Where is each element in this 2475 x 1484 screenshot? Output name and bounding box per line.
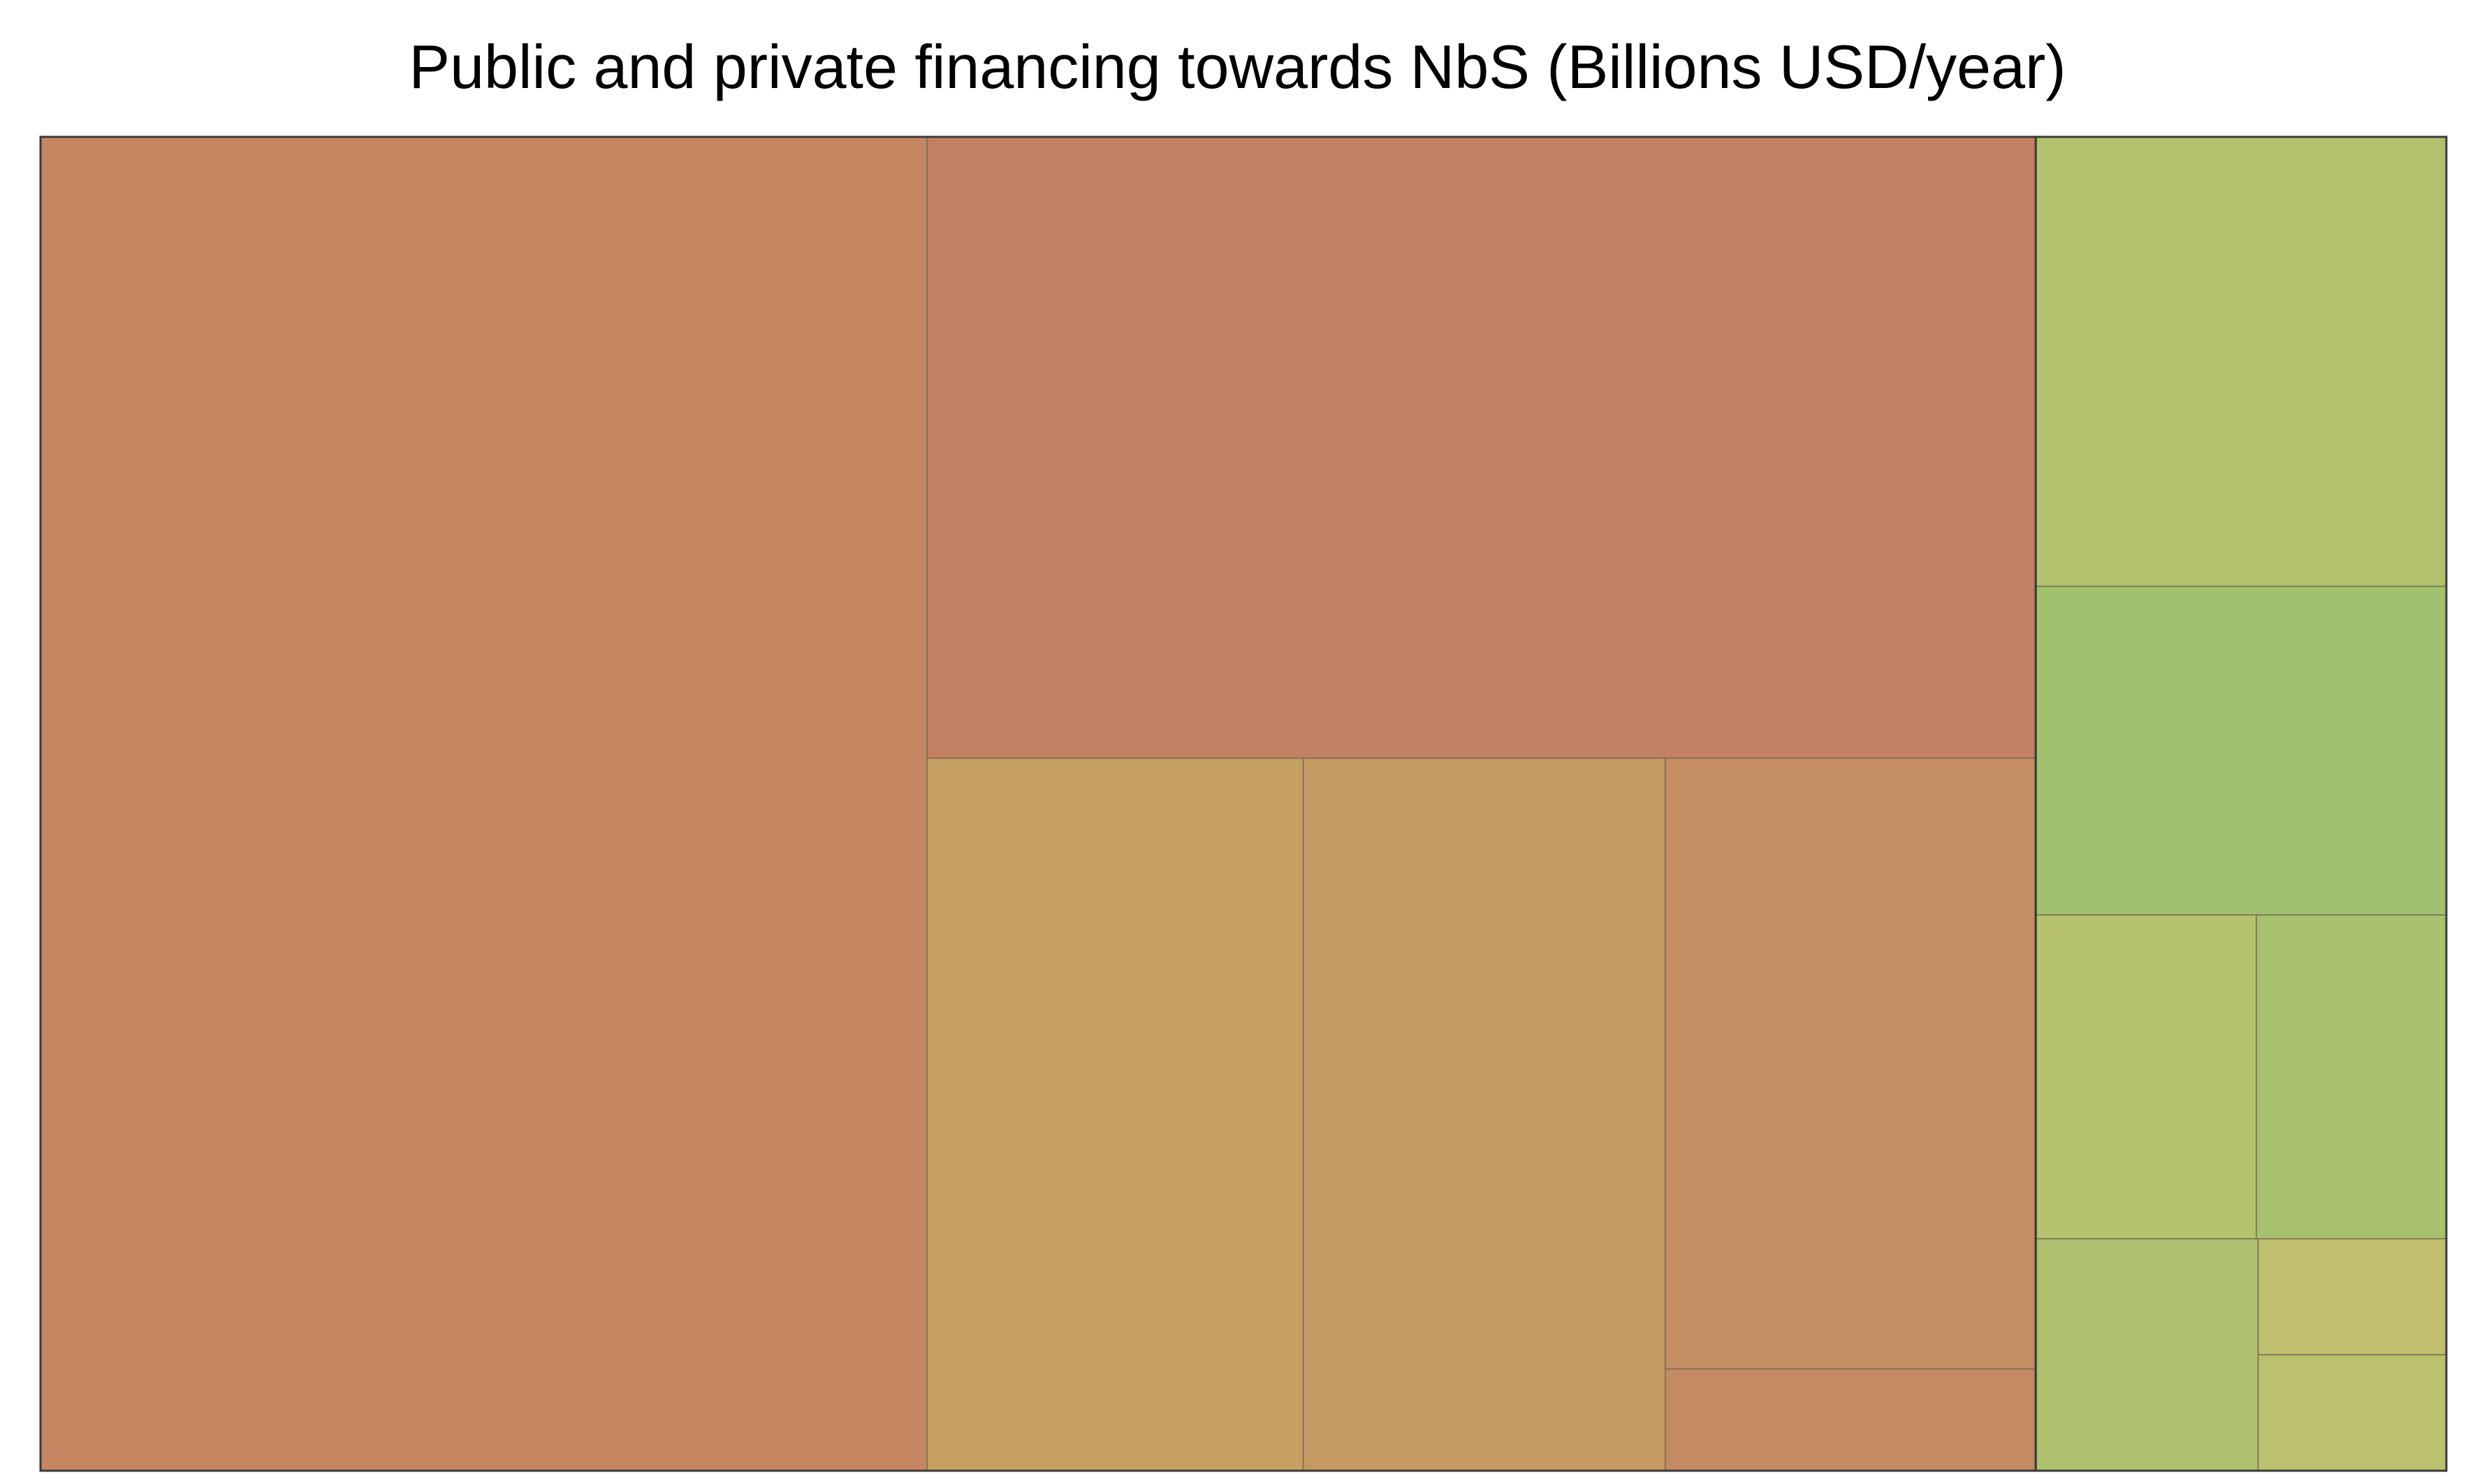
- treemap-tile-g2-6: [2257, 1238, 2447, 1356]
- treemap-tile-g2-1: [2035, 136, 2447, 587]
- treemap-tile-g1-6: [1665, 1368, 2036, 1471]
- treemap-tile-g1-4: [1302, 757, 1666, 1471]
- treemap-tile-g1-3: [926, 757, 1304, 1471]
- treemap-tile-g2-5: [2035, 1238, 2259, 1471]
- treemap-tile-g2-3: [2035, 914, 2257, 1240]
- treemap-outer-border: [39, 135, 2448, 1472]
- treemap-tile-g2-7: [2257, 1354, 2447, 1471]
- treemap-tile-g1-2: [926, 136, 2036, 759]
- treemap-tile-g2-4: [2256, 914, 2447, 1240]
- treemap-tile-g1-5: [1665, 757, 2036, 1369]
- chart-title: Public and private financing towards NbS…: [409, 32, 2066, 101]
- treemap-tile-g2-2: [2035, 585, 2447, 916]
- treemap-tile-g1-1: [40, 136, 928, 1471]
- treemap-tiles: [40, 136, 2447, 1471]
